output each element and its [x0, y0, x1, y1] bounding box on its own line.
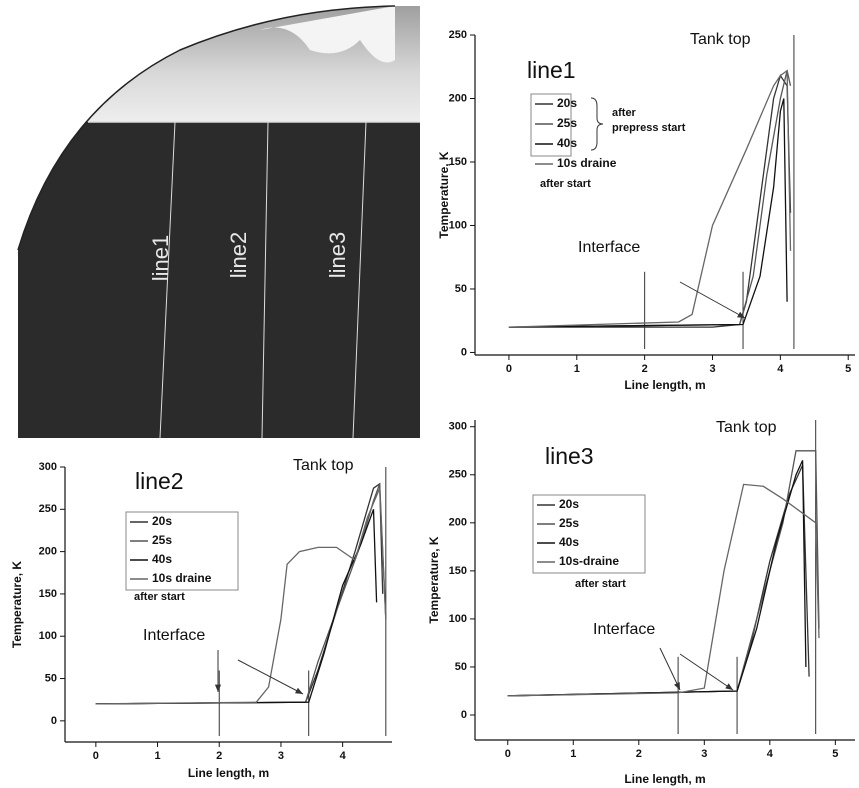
x-tick-label: 3 — [278, 750, 284, 762]
x-axis-label: Line length, m — [624, 772, 705, 786]
y-tick-label: 100 — [449, 219, 467, 231]
figure: line1 line2 line3 050100150200250012345L… — [0, 0, 859, 788]
y-tick-label: 200 — [449, 92, 467, 104]
y-tick-label: 100 — [449, 613, 467, 625]
y-tick-label: 0 — [51, 715, 57, 727]
annotation: Tank top — [293, 457, 354, 474]
y-tick-label: 250 — [449, 469, 467, 481]
y-tick-label: 50 — [455, 283, 467, 295]
x-tick-label: 3 — [701, 748, 707, 760]
y-tick-label: 250 — [39, 503, 57, 515]
y-axis-label: Temperature, K — [437, 151, 451, 238]
annotation: Tank top — [690, 31, 751, 48]
y-tick-label: 150 — [449, 565, 467, 577]
chart-title: line2 — [135, 468, 184, 494]
series-line — [508, 484, 819, 695]
legend-note: after — [612, 107, 637, 119]
annotation: Tank top — [716, 419, 777, 436]
chart: 0 50 100 150 200 250 300 0 1 2 3 4 Line length, m Tem… — [10, 457, 392, 780]
x-axis-label: Line length, m — [624, 378, 705, 392]
chart: 0 50 100 150 200 250 0 1 2 3 4 5 Line length, m Tempe… — [437, 29, 855, 392]
x-tick-label: 4 — [777, 363, 784, 375]
x-tick-label: 2 — [636, 748, 642, 760]
probe-label: line1 — [148, 235, 173, 281]
arrow-head — [725, 683, 733, 690]
legend-label: 10s draine — [152, 571, 212, 585]
x-tick-label: 2 — [216, 750, 222, 762]
x-axis-label: Line length, m — [188, 766, 269, 780]
legend-label: 20s — [557, 96, 577, 110]
annotation-arrow — [680, 654, 733, 690]
x-tick-label: 1 — [154, 750, 160, 762]
annotation: Interface — [578, 239, 640, 256]
probe-label: line3 — [325, 232, 350, 278]
y-tick-label: 300 — [449, 421, 467, 433]
x-tick-label: 0 — [93, 750, 99, 762]
y-tick-label: 250 — [449, 29, 467, 41]
legend-note: after start — [134, 591, 185, 603]
series-line — [508, 460, 806, 695]
legend-note: after start — [575, 578, 626, 590]
legend-label: 20s — [152, 514, 172, 528]
chart: 0 50 100 150 200 250 300 0 1 2 3 4 5 Line length, m Te… — [427, 419, 855, 786]
y-tick-label: 0 — [461, 346, 467, 358]
annotation: Interface — [593, 621, 655, 638]
annotation: Interface — [143, 627, 205, 644]
x-tick-label: 4 — [340, 750, 347, 762]
y-tick-label: 150 — [39, 588, 57, 600]
arrow-head — [215, 685, 221, 692]
chart-title: line1 — [527, 57, 576, 83]
x-tick-label: 1 — [574, 363, 580, 375]
legend-label: 40s — [559, 535, 579, 549]
x-tick-label: 0 — [505, 748, 511, 760]
y-tick-label: 300 — [39, 461, 57, 473]
chart-title: line3 — [545, 443, 594, 469]
legend-label: 10s-draine — [559, 554, 619, 568]
y-tick-label: 50 — [455, 661, 467, 673]
legend-label: 10s draine — [557, 156, 617, 170]
x-tick-label: 5 — [845, 363, 851, 375]
x-tick-label: 2 — [642, 363, 648, 375]
legend-label: 20s — [559, 497, 579, 511]
legend-label: 40s — [557, 136, 577, 150]
x-tick-label: 0 — [506, 363, 512, 375]
legend-brace — [591, 98, 603, 150]
x-tick-label: 3 — [709, 363, 715, 375]
annotation-arrow — [680, 282, 745, 318]
legend-label: 25s — [152, 533, 172, 547]
annotation-arrow — [238, 660, 303, 694]
legend-label: 25s — [557, 116, 577, 130]
x-tick-label: 1 — [570, 748, 576, 760]
y-tick-label: 0 — [461, 709, 467, 721]
probe-label: line2 — [226, 232, 251, 278]
y-tick-label: 50 — [45, 672, 57, 684]
legend-note: after start — [540, 178, 591, 190]
tank-image: line1 line2 line3 — [18, 0, 420, 438]
y-tick-label: 200 — [449, 517, 467, 529]
x-tick-label: 4 — [767, 748, 774, 760]
y-tick-label: 200 — [39, 546, 57, 558]
y-tick-label: 100 — [39, 630, 57, 642]
series-line — [509, 76, 791, 328]
legend-label: 40s — [152, 552, 172, 566]
series-line — [96, 509, 377, 704]
legend-label: 25s — [559, 516, 579, 530]
legend-note: prepress start — [612, 122, 686, 134]
x-tick-label: 5 — [832, 748, 838, 760]
series-line — [508, 465, 809, 696]
y-axis-label: Temperature, K — [427, 536, 441, 623]
y-axis-label: Temperature, K — [10, 561, 24, 648]
y-tick-label: 150 — [449, 156, 467, 168]
